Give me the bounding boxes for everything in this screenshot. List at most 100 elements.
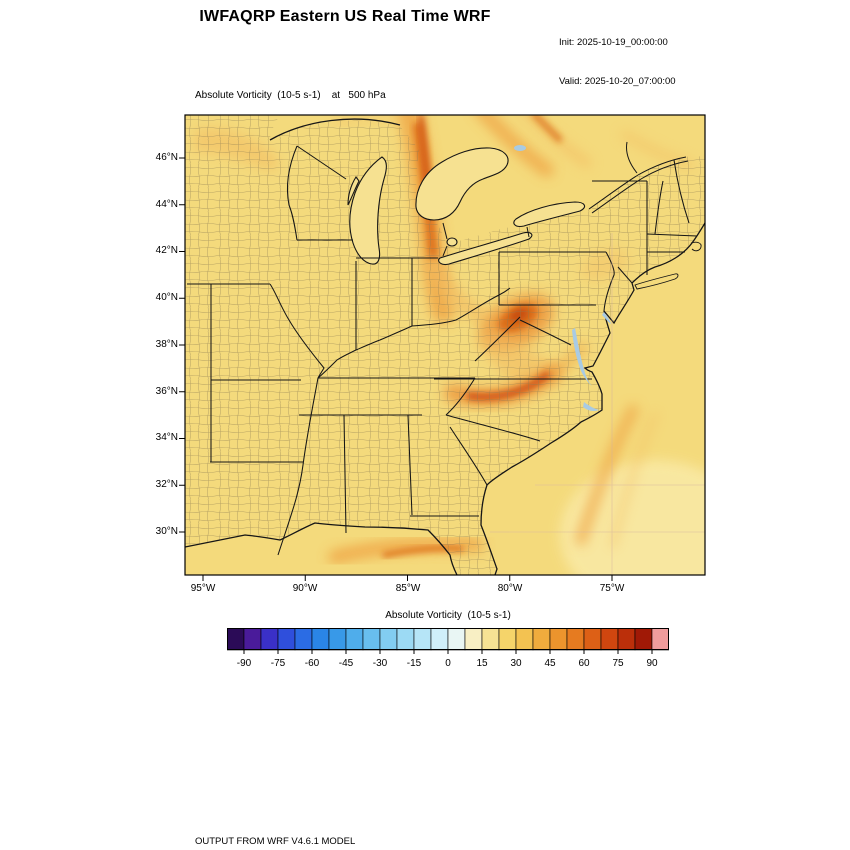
colorbar-cell <box>447 627 466 651</box>
niagara-river <box>526 226 530 238</box>
colorbar-tick-label: 30 <box>510 658 522 669</box>
field-subtitle: Absolute Vorticity (10-5 s-1) at 500 hPa <box>195 90 386 101</box>
colorbar-cell <box>362 627 381 651</box>
colorbar-cell <box>294 627 313 651</box>
colorbar-cells <box>226 627 670 651</box>
lat-label-34n: 34°N <box>155 432 178 443</box>
lon-label-85w: 85°W <box>395 583 421 594</box>
colorbar-label: Absolute Vorticity (10-5 s-1) <box>385 610 511 621</box>
lat-label-44n: 44°N <box>155 199 178 210</box>
map-frame <box>179 114 706 581</box>
colorbar-cell <box>515 627 534 651</box>
colorbar-cell <box>413 627 432 651</box>
map-interior <box>185 115 705 575</box>
st-clair-river <box>442 222 448 240</box>
colorbar-cell <box>243 627 262 651</box>
map-canvas <box>179 114 706 581</box>
colorbar-tick-label: 0 <box>445 658 451 669</box>
lat-ticks <box>179 157 185 533</box>
colorbar-cell <box>464 627 483 651</box>
atlantic-coast <box>480 222 705 575</box>
lake-huron <box>415 147 509 221</box>
colorbar-cell <box>566 627 585 651</box>
lat-label-30n: 30°N <box>155 526 178 537</box>
lake-michigan <box>349 156 387 265</box>
colorbar-cell <box>600 627 619 651</box>
colorbar-cell <box>532 627 551 651</box>
plot-title: IWFAQRP Eastern US Real Time WRF <box>199 8 491 25</box>
colorbar-tick-label: 60 <box>578 658 590 669</box>
colorbar-cell <box>311 627 330 651</box>
colorbar-tick-label: -45 <box>338 658 354 669</box>
streak-atlantic <box>575 404 639 546</box>
geo-gridlines <box>490 233 705 575</box>
lon-label-75w: 75°W <box>599 583 625 594</box>
lat-label-42n: 42°N <box>155 245 178 256</box>
lat-label-36n: 36°N <box>155 386 178 397</box>
colorbar-cell <box>328 627 347 651</box>
streak-atlantic-2 <box>609 411 659 549</box>
gulf-coast <box>185 522 458 575</box>
lat-label-46n: 46°N <box>155 152 178 163</box>
colorbar-cell <box>634 627 653 651</box>
colorbar-tick-label: 15 <box>476 658 488 669</box>
colorbar-tick-label: 45 <box>544 658 556 669</box>
delaware-bay <box>602 312 611 324</box>
lon-ticks <box>202 575 613 581</box>
colorbar-border <box>227 628 669 650</box>
colorbar-tick-label: -30 <box>372 658 388 669</box>
colorbar-tick-label: -15 <box>406 658 422 669</box>
colorbar-tick-marks <box>243 650 653 654</box>
colorbar-cell <box>260 627 279 651</box>
state-borders <box>187 145 698 556</box>
st-lawrence-river-south <box>591 160 689 214</box>
colorbar-cell <box>651 627 670 651</box>
ontario-lake-small <box>514 145 526 151</box>
lat-label-38n: 38°N <box>155 339 178 350</box>
colorbar-cell <box>277 627 296 651</box>
lon-label-95w: 95°W <box>190 583 216 594</box>
green-bay <box>347 176 360 206</box>
run-metadata: Init: 2025-10-19_00:00:00 Valid: 2025-10… <box>559 10 676 114</box>
colorbar-cell <box>583 627 602 651</box>
colorbar-tick-label: -60 <box>304 658 320 669</box>
lake-superior-shore <box>269 118 401 141</box>
detroit-river <box>442 245 448 257</box>
lat-label-32n: 32°N <box>155 479 178 490</box>
footer-model-line: OUTPUT FROM WRF V4.6.1 MODEL <box>195 836 356 847</box>
lat-label-40n: 40°N <box>155 292 178 303</box>
colorbar-cell <box>226 627 245 651</box>
lon-label-80w: 80°W <box>497 583 523 594</box>
colorbar <box>226 627 670 655</box>
colorbar-cell <box>345 627 364 651</box>
colorbar-cell <box>549 627 568 651</box>
colorbar-cell <box>617 627 636 651</box>
streak-ontario-hot <box>531 115 563 143</box>
colorbar-tick-label: 75 <box>612 658 624 669</box>
valid-time-label: Valid: 2025-10-20_07:00:00 <box>559 76 676 87</box>
chesapeake-bay <box>572 328 592 386</box>
colorbar-cell <box>430 627 449 651</box>
lake-erie <box>438 231 533 265</box>
st-lawrence-river-north <box>588 156 687 210</box>
great-lakes <box>347 147 586 265</box>
colorbar-tick-label: -90 <box>236 658 252 669</box>
colorbar-tick-label: -75 <box>270 658 286 669</box>
colorbar-cell <box>481 627 500 651</box>
lon-label-90w: 90°W <box>292 583 318 594</box>
init-time-label: Init: 2025-10-19_00:00:00 <box>559 37 668 48</box>
colorbar-cell <box>379 627 398 651</box>
rivers <box>442 141 689 257</box>
coastline <box>185 118 705 575</box>
colorbar-tick-label: 90 <box>646 658 658 669</box>
lake-st-clair <box>446 237 458 247</box>
cape-cod <box>690 241 702 252</box>
water-bodies <box>514 145 611 411</box>
pamlico-sound <box>583 402 599 411</box>
colorbar-cell <box>498 627 517 651</box>
colorbar-cell <box>396 627 415 651</box>
model-footer: OUTPUT FROM WRF V4.6.1 MODEL WE = 310 ; … <box>195 809 569 850</box>
ottawa-river <box>626 141 638 174</box>
long-island <box>634 273 679 290</box>
